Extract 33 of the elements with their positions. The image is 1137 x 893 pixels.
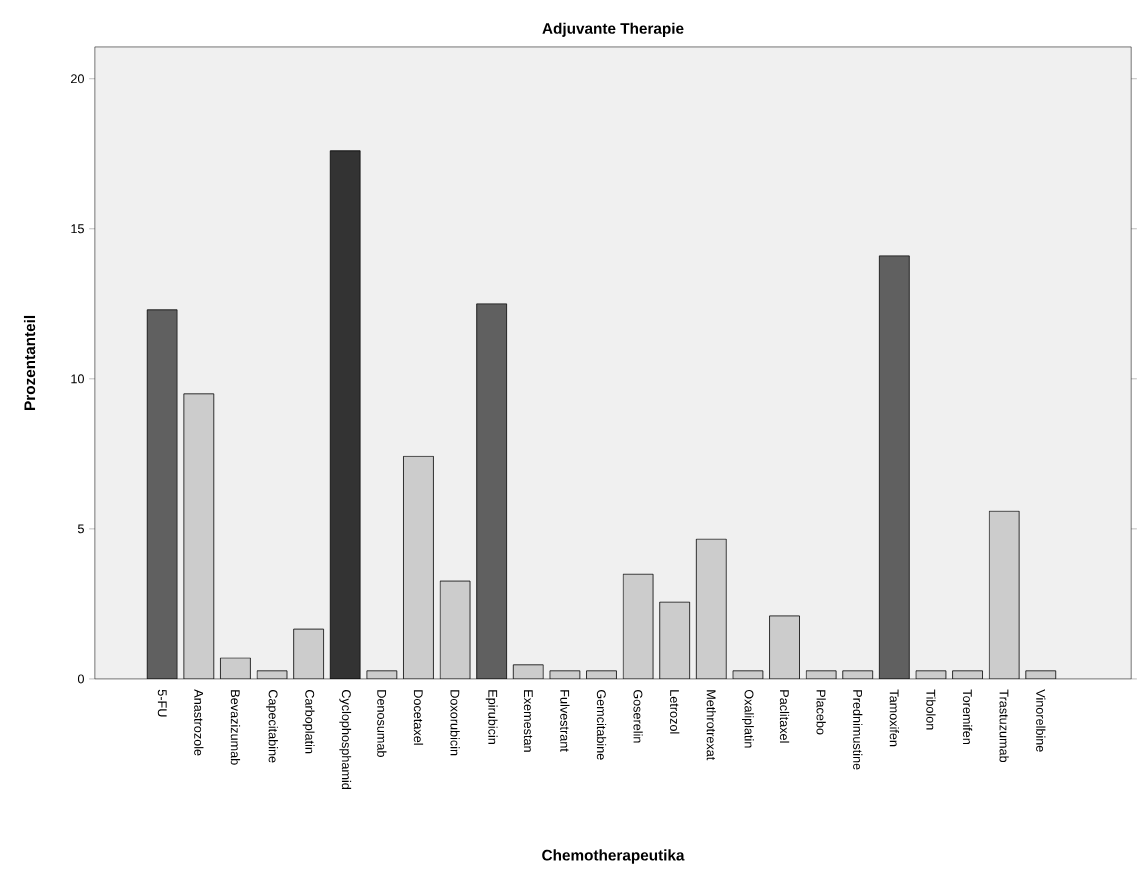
x-tick-label: Cyclophosphamid bbox=[339, 690, 352, 790]
x-tick-label: Tamoxifen bbox=[889, 689, 899, 747]
x-tick-label: Placebo bbox=[816, 690, 826, 735]
y-tick-label: 20 bbox=[71, 74, 84, 84]
x-tick-label: Capecitabine bbox=[266, 690, 278, 763]
y-axis-title: Prozentanteil bbox=[23, 316, 36, 411]
x-tick-label: Anastrozole bbox=[194, 689, 204, 756]
y-tick-label: 0 bbox=[77, 674, 84, 684]
x-tick-label: Toremifen bbox=[962, 689, 973, 745]
x-tick-label: Carboplatin bbox=[302, 690, 315, 754]
x-tick-label: 5-FU bbox=[157, 690, 167, 717]
x-tick-label: Letrozol bbox=[670, 690, 680, 734]
x-tick-label: Gemcitabine bbox=[596, 690, 607, 760]
x-axis-title: Chemotherapeutika bbox=[542, 849, 685, 864]
x-tick-label: Fulvestrant bbox=[560, 690, 570, 752]
x-tick-label: Goserelin bbox=[633, 690, 643, 743]
x-tick-label: Tibolon bbox=[926, 689, 936, 730]
x-tick-label: Epirubicin bbox=[485, 690, 498, 745]
x-tick-label: Exemestan bbox=[523, 690, 533, 752]
y-tick-label: 10 bbox=[71, 374, 84, 384]
x-tick-label: Methrotrexat bbox=[706, 690, 716, 761]
x-tick-label: Trastuzumab bbox=[999, 689, 1009, 763]
x-tick-label: Docetaxel bbox=[413, 690, 424, 745]
x-tick-label: Vinorelbine bbox=[1036, 689, 1046, 752]
chart-title: Adjuvante Therapie bbox=[542, 22, 684, 38]
x-tick-label: Denosumab bbox=[377, 690, 387, 758]
y-tick-label: 15 bbox=[71, 224, 84, 234]
x-tick-label: Paclitaxel bbox=[779, 690, 790, 743]
x-tick-label: Bevazizumab bbox=[230, 690, 241, 765]
x-tick-label: Prednimustine bbox=[853, 690, 863, 770]
x-tick-label: Doxorubicin bbox=[450, 690, 460, 756]
y-tick-label: 5 bbox=[77, 524, 84, 534]
x-tick-label: Oxaliplatin bbox=[742, 690, 754, 748]
